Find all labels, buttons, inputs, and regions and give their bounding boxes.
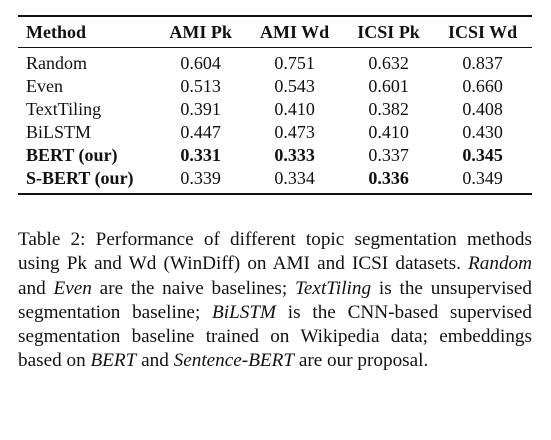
caption-emphasis: BERT xyxy=(90,350,137,372)
caption-emphasis: Sentence-BERT xyxy=(173,350,295,372)
header-ami-wd: AMI Wd xyxy=(259,22,330,42)
value-cell: 0.430 xyxy=(462,122,503,142)
value-cell: 0.382 xyxy=(368,99,409,119)
value-cell: 0.331 xyxy=(180,145,221,165)
caption-text: are the naive baselines; xyxy=(91,277,295,299)
caption-text: and xyxy=(18,277,54,299)
value-cell: 0.632 xyxy=(368,53,409,73)
value-cell: 0.837 xyxy=(462,53,503,73)
value-cell: 0.751 xyxy=(274,53,315,73)
value-cell: 0.601 xyxy=(368,76,409,96)
method-cell: S-BERT (our) xyxy=(26,168,134,188)
value-cell: 0.333 xyxy=(274,145,315,165)
caption-text: is the CNN-based supervised segmentation… xyxy=(18,301,532,372)
value-cell: 0.339 xyxy=(180,168,221,188)
header-ami-pk: AMI Pk xyxy=(169,22,232,42)
value-cell: 0.391 xyxy=(180,99,221,119)
value-cell: 0.345 xyxy=(462,145,503,165)
table-rows: Random 0.604 0.751 0.632 0.837 Even 0.51… xyxy=(18,48,532,193)
method-cell: TextTiling xyxy=(26,99,102,119)
value-cell: 0.543 xyxy=(274,76,315,96)
value-cell: 0.410 xyxy=(368,122,409,142)
caption-label: Table 2: xyxy=(18,229,86,250)
caption-emphasis: Random xyxy=(468,253,532,275)
method-cell: BERT (our) xyxy=(26,145,118,165)
table-row: TextTiling 0.391 0.410 0.382 0.408 xyxy=(18,98,532,121)
method-cell: Random xyxy=(26,53,87,73)
table-row: S-BERT (our) 0.339 0.334 0.336 0.349 xyxy=(18,167,532,193)
value-cell: 0.604 xyxy=(180,53,221,73)
caption-emphasis: Even xyxy=(53,277,92,299)
value-cell: 0.660 xyxy=(462,76,503,96)
bottom-rule xyxy=(18,193,532,195)
value-cell: 0.349 xyxy=(462,168,503,188)
header-rule xyxy=(18,47,532,48)
value-cell: 0.408 xyxy=(462,99,503,119)
caption-text: are our proposal. xyxy=(294,350,429,372)
value-cell: 0.336 xyxy=(368,168,409,188)
results-table: Method AMI Pk AMI Wd ICSI Pk ICSI Wd Ran… xyxy=(18,15,532,195)
value-cell: 0.473 xyxy=(274,122,315,142)
header-icsi-pk: ICSI Pk xyxy=(357,22,420,42)
value-cell: 0.513 xyxy=(180,76,221,96)
caption-emphasis: BiLSTM xyxy=(212,301,277,323)
method-cell: Even xyxy=(26,76,63,96)
table-body: Method AMI Pk AMI Wd ICSI Pk ICSI Wd Ran… xyxy=(18,17,532,193)
header-method: Method xyxy=(26,22,86,42)
value-cell: 0.447 xyxy=(180,122,221,142)
caption-text: and xyxy=(136,350,174,372)
value-cell: 0.410 xyxy=(274,99,315,119)
value-cell: 0.334 xyxy=(274,168,315,188)
value-cell: 0.337 xyxy=(368,145,409,165)
header-icsi-wd: ICSI Wd xyxy=(447,22,518,42)
table-row: Even 0.513 0.543 0.601 0.660 xyxy=(18,75,532,98)
header-row: Method AMI Pk AMI Wd ICSI Pk ICSI Wd xyxy=(18,17,532,47)
table-row: BiLSTM 0.447 0.473 0.410 0.430 xyxy=(18,121,532,144)
top-rule xyxy=(18,15,532,17)
caption-text: is the unsupervised segmentation baselin… xyxy=(18,277,532,323)
table-row: BERT (our) 0.331 0.333 0.337 0.345 xyxy=(18,144,532,167)
method-cell: BiLSTM xyxy=(26,122,92,142)
table-row: Random 0.604 0.751 0.632 0.837 xyxy=(18,48,532,75)
caption-text: Performance of different topic segmentat… xyxy=(18,229,532,275)
table-caption: Table 2: Performance of different topic … xyxy=(18,228,532,374)
caption-emphasis: TextTiling xyxy=(295,277,372,299)
